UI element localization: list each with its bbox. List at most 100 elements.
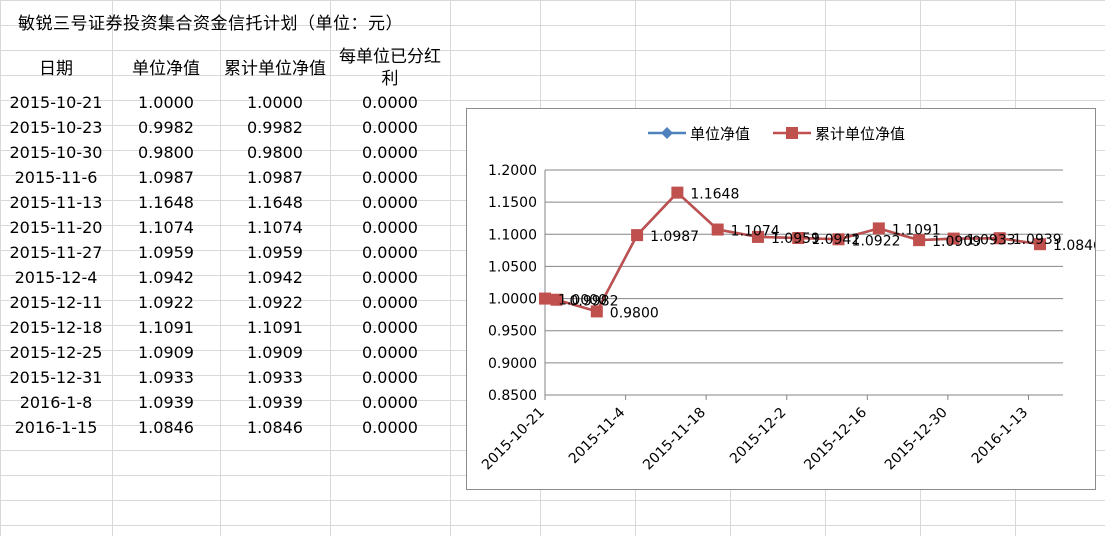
date-cell[interactable]: 2015-11-13 (9, 193, 103, 212)
column-gridline (220, 0, 221, 536)
unit-nav-cell[interactable]: 1.1074 (138, 218, 194, 237)
data-label: 1.0987 (650, 229, 699, 245)
dividend-cell[interactable]: 0.0000 (362, 93, 418, 112)
unit-nav-cell[interactable]: 0.9982 (138, 118, 194, 137)
column-gridline (330, 0, 331, 536)
nav-line-chart: 1.2000 1.1500 1.1000 1.0500 1.0000 0.9500 0.90… (479, 125, 1102, 474)
y-tick-label: 0.9500 (488, 324, 537, 340)
data-label: 1.1074 (731, 224, 780, 240)
cumulative-nav-point (947, 232, 960, 245)
unit-nav-cell[interactable]: 1.0846 (138, 418, 194, 437)
y-tick-label: 1.1500 (488, 195, 537, 211)
unit-nav-cell[interactable]: 0.9800 (138, 143, 194, 162)
date-cell[interactable]: 2015-11-6 (14, 168, 98, 187)
sheet-title: 敏锐三号证券投资集合资金信托计划（单位：元） (18, 14, 403, 34)
dividend-cell[interactable]: 0.0000 (362, 268, 418, 287)
cumulative-nav-cell[interactable]: 1.0922 (247, 293, 303, 312)
cumulative-nav-cell[interactable]: 1.0846 (247, 418, 303, 437)
cumulative-nav-cell[interactable]: 1.1074 (247, 218, 303, 237)
x-tick-label: 2016-1-13 (969, 405, 1032, 468)
legend-label: 单位净值 (690, 125, 750, 143)
x-tick-label: 2015-11-4 (566, 404, 629, 467)
dividend-cell[interactable]: 0.0000 (362, 218, 418, 237)
unit-nav-cell[interactable]: 1.0939 (138, 393, 194, 412)
cumulative-nav-cell[interactable]: 0.9800 (247, 143, 303, 162)
date-cell[interactable]: 2015-12-11 (9, 293, 103, 312)
date-cell[interactable]: 2016-1-8 (19, 393, 93, 412)
date-cell[interactable]: 2015-12-4 (14, 268, 98, 287)
date-cell[interactable]: 2015-10-30 (9, 143, 103, 162)
dividend-cell[interactable]: 0.0000 (362, 418, 418, 437)
unit-nav-cell[interactable]: 1.0933 (138, 368, 194, 387)
dividend-cell[interactable]: 0.0000 (362, 343, 418, 362)
header-cumulative-nav[interactable]: 累计单位净值 (224, 59, 326, 79)
date-cell[interactable]: 2015-12-25 (9, 343, 103, 362)
cumulative-nav-point (550, 293, 563, 306)
cumulative-nav-cell[interactable]: 1.1091 (247, 318, 303, 337)
cumulative-nav-cell[interactable]: 1.0942 (247, 268, 303, 287)
unit-nav-cell[interactable]: 1.0922 (138, 293, 194, 312)
column-gridline (112, 0, 113, 536)
unit-nav-cell[interactable]: 1.1091 (138, 318, 194, 337)
date-cell[interactable]: 2015-11-27 (9, 243, 103, 262)
y-tick-label: 1.1000 (488, 227, 537, 243)
cumulative-nav-cell[interactable]: 1.0909 (247, 343, 303, 362)
data-label: 1.0959 (771, 231, 820, 247)
date-cell[interactable]: 2015-12-31 (9, 368, 103, 387)
y-tick-label: 1.0500 (488, 259, 537, 275)
unit-nav-cell[interactable]: 1.0909 (138, 343, 194, 362)
legend-marker-square (786, 127, 798, 139)
cumulative-nav-cell[interactable]: 1.0987 (247, 168, 303, 187)
unit-nav-cell[interactable]: 1.1648 (138, 193, 194, 212)
y-tick-label: 1.0000 (488, 292, 537, 308)
cumulative-nav-point (872, 222, 885, 235)
series-line-cumulative-nav (544, 190, 1041, 313)
dividend-cell[interactable]: 0.0000 (362, 168, 418, 187)
data-label: 1.1648 (690, 187, 739, 203)
dividend-cell[interactable]: 0.0000 (362, 243, 418, 262)
unit-nav-cell[interactable]: 1.0942 (138, 268, 194, 287)
dividend-cell[interactable]: 0.0000 (362, 293, 418, 312)
dividend-cell[interactable]: 0.0000 (362, 193, 418, 212)
dividend-cell[interactable]: 0.0000 (362, 368, 418, 387)
x-tick-label: 2015-11-18 (640, 405, 709, 474)
data-label: 1.0933 (967, 233, 1016, 249)
data-label: 0.9982 (570, 294, 619, 310)
cumulative-nav-point (792, 232, 805, 245)
x-tick-label: 2015-10-21 (479, 405, 548, 474)
header-dividend[interactable]: 每单位已分红 (339, 47, 441, 67)
y-tick-label: 0.9000 (488, 356, 537, 372)
dividend-cell[interactable]: 0.0000 (362, 318, 418, 337)
cumulative-nav-point (751, 230, 764, 243)
dividend-cell[interactable]: 0.0000 (362, 393, 418, 412)
dividend-cell[interactable]: 0.0000 (362, 118, 418, 137)
cumulative-nav-point (913, 234, 926, 247)
y-tick-label: 1.2000 (488, 163, 537, 179)
chart-area[interactable]: 1.2000 1.1500 1.1000 1.0500 1.0000 0.9500 0.90… (466, 108, 1102, 490)
date-cell[interactable]: 2015-12-18 (9, 318, 103, 337)
cumulative-nav-point (832, 233, 845, 246)
cumulative-nav-cell[interactable]: 1.0959 (247, 243, 303, 262)
x-tick-label: 2015-12-2 (727, 405, 790, 468)
cumulative-nav-cell[interactable]: 1.0939 (247, 393, 303, 412)
unit-nav-cell[interactable]: 1.0959 (138, 243, 194, 262)
cumulative-nav-cell[interactable]: 1.0933 (247, 368, 303, 387)
date-cell[interactable]: 2015-10-23 (9, 118, 103, 137)
cumulative-nav-cell[interactable]: 1.0000 (247, 93, 303, 112)
cumulative-nav-point (711, 223, 724, 236)
header-unit-nav[interactable]: 单位净值 (132, 59, 200, 79)
unit-nav-cell[interactable]: 1.0000 (138, 93, 194, 112)
cumulative-nav-cell[interactable]: 0.9982 (247, 118, 303, 137)
header-date[interactable]: 日期 (39, 59, 73, 79)
data-label: 1.1091 (892, 222, 941, 238)
date-cell[interactable]: 2016-1-15 (14, 418, 98, 437)
series-line-unit-nav (544, 190, 1041, 313)
unit-nav-cell[interactable]: 1.0987 (138, 168, 194, 187)
cumulative-nav-cell[interactable]: 1.1648 (247, 193, 303, 212)
date-cell[interactable]: 2015-10-21 (9, 93, 103, 112)
data-label: 1.0846 (1053, 238, 1095, 254)
data-label: 1.0942 (811, 232, 860, 248)
x-tick-label: 2015-12-16 (801, 404, 870, 473)
dividend-cell[interactable]: 0.0000 (362, 143, 418, 162)
date-cell[interactable]: 2015-11-20 (9, 218, 103, 237)
